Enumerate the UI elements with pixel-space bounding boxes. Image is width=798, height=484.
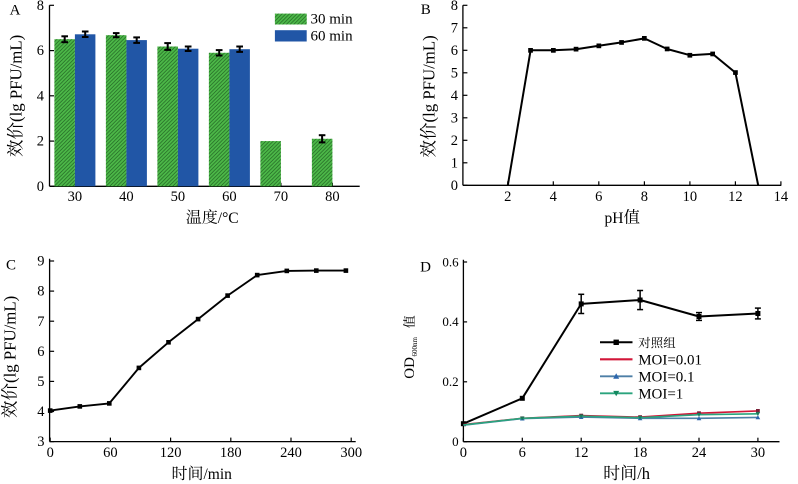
svg-text:30: 30	[68, 189, 83, 205]
svg-text:3: 3	[451, 110, 458, 126]
svg-text:70: 70	[274, 189, 289, 205]
svg-text:D: D	[420, 259, 431, 275]
svg-text:0: 0	[460, 445, 467, 461]
svg-text:8: 8	[37, 284, 44, 300]
svg-text:30 min: 30 min	[311, 11, 354, 27]
svg-text:5: 5	[37, 374, 44, 390]
svg-text:0.2: 0.2	[442, 374, 458, 389]
svg-text:7: 7	[451, 20, 458, 36]
svg-text:8: 8	[641, 189, 648, 205]
svg-text:OD: OD	[402, 357, 418, 379]
svg-text:7: 7	[37, 314, 44, 330]
svg-text:1: 1	[451, 155, 458, 171]
svg-text:(lg PFU/mL): (lg PFU/mL)	[7, 35, 26, 122]
svg-text:8: 8	[451, 0, 458, 14]
svg-text:8: 8	[37, 0, 44, 14]
svg-text:9: 9	[37, 254, 44, 270]
svg-text:12: 12	[574, 445, 589, 461]
svg-text:2: 2	[504, 189, 511, 205]
svg-text:B: B	[421, 2, 431, 18]
svg-text:40: 40	[119, 189, 134, 205]
svg-text:/min: /min	[204, 466, 233, 483]
svg-text:0: 0	[451, 178, 458, 194]
svg-text:4: 4	[550, 189, 558, 205]
svg-text:2: 2	[451, 133, 458, 149]
svg-text:180: 180	[220, 445, 242, 461]
svg-text:60: 60	[103, 445, 118, 461]
svg-text:240: 240	[280, 445, 302, 461]
svg-text:MOI=0.1: MOI=0.1	[638, 369, 694, 385]
svg-text:6: 6	[37, 43, 44, 59]
svg-text:24: 24	[692, 445, 707, 461]
svg-text:MOI=1: MOI=1	[638, 386, 683, 402]
svg-text:300: 300	[340, 445, 362, 461]
svg-text:C: C	[6, 257, 16, 273]
svg-text:120: 120	[160, 445, 182, 461]
svg-text:10: 10	[683, 189, 698, 205]
svg-text:A: A	[10, 3, 21, 19]
svg-text:14: 14	[774, 189, 789, 205]
svg-text:6: 6	[451, 43, 458, 59]
svg-text:4: 4	[37, 88, 45, 104]
svg-text:/°C: /°C	[218, 210, 239, 227]
svg-text:(lg PFU/mL): (lg PFU/mL)	[420, 35, 439, 122]
svg-text:0.4: 0.4	[442, 314, 459, 329]
svg-text:0: 0	[37, 179, 44, 195]
svg-text:pH: pH	[605, 210, 624, 227]
svg-text:30: 30	[751, 445, 766, 461]
svg-text:MOI=0.01: MOI=0.01	[638, 352, 702, 368]
svg-text:6: 6	[595, 189, 602, 205]
svg-text:6: 6	[37, 344, 44, 360]
svg-text:6: 6	[519, 445, 526, 461]
svg-text:2: 2	[37, 134, 44, 150]
svg-text:4: 4	[37, 404, 45, 420]
svg-text:5: 5	[451, 65, 458, 81]
svg-text:0: 0	[452, 434, 459, 449]
svg-text:600nm: 600nm	[411, 337, 419, 357]
svg-text:3: 3	[37, 434, 44, 450]
svg-text:4: 4	[451, 88, 459, 104]
svg-text:0: 0	[47, 445, 54, 461]
svg-text:60: 60	[222, 189, 237, 205]
svg-text:/h: /h	[637, 464, 651, 483]
svg-text:(lg PFU/mL): (lg PFU/mL)	[1, 296, 20, 383]
svg-text:18: 18	[633, 445, 648, 461]
svg-text:60 min: 60 min	[311, 29, 354, 45]
svg-text:80: 80	[325, 189, 340, 205]
svg-text:12: 12	[728, 189, 743, 205]
svg-text:50: 50	[171, 189, 186, 205]
svg-text:0.6: 0.6	[442, 254, 459, 269]
